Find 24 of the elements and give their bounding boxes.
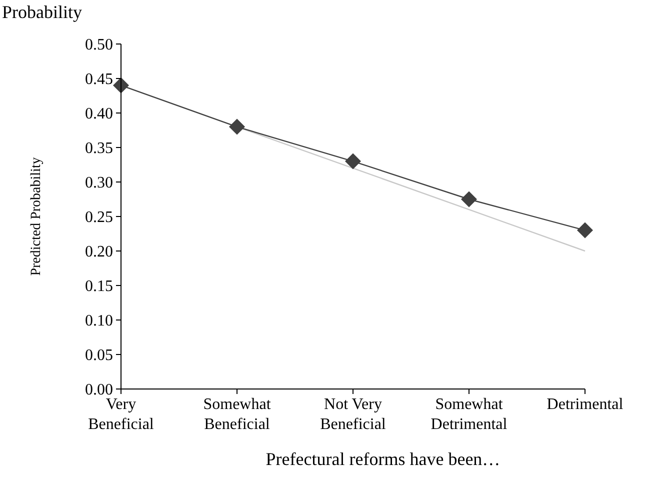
x-tick-label: Very Beneficial: [88, 396, 154, 433]
y-tick-label: 0.15: [85, 278, 113, 296]
y-tick-label: 0.35: [85, 140, 113, 158]
point: [229, 118, 245, 135]
y-tick-label: 0.45: [85, 71, 113, 88]
x-tick-label: Somewhat Detrimental: [430, 396, 508, 433]
point: [461, 191, 477, 208]
y-tick-label: 0.20: [85, 244, 113, 261]
text: Probability: [2, 2, 82, 22]
x-tick-label: Not Very Beneficial: [320, 396, 386, 433]
y-tick-label: 0.00: [85, 382, 113, 399]
y-tick-label: 0.40: [85, 106, 113, 123]
x-axis-title: Prefectural reforms have been…: [266, 449, 500, 469]
y-tick-label: 0.25: [85, 209, 113, 226]
x-tick-label: Somewhat Beneficial: [203, 396, 272, 433]
y-tick-label: 0.30: [85, 174, 113, 192]
y-tick-label: 0.50: [85, 36, 113, 54]
y-tick-label: 0.05: [85, 347, 113, 364]
point: [345, 153, 361, 170]
point: [577, 222, 593, 238]
y-axis-title: Predicted Probability: [29, 157, 44, 276]
y-tick-label: 0.10: [85, 312, 113, 330]
point: [113, 77, 129, 94]
x-tick-label: Detrimental: [546, 396, 624, 413]
